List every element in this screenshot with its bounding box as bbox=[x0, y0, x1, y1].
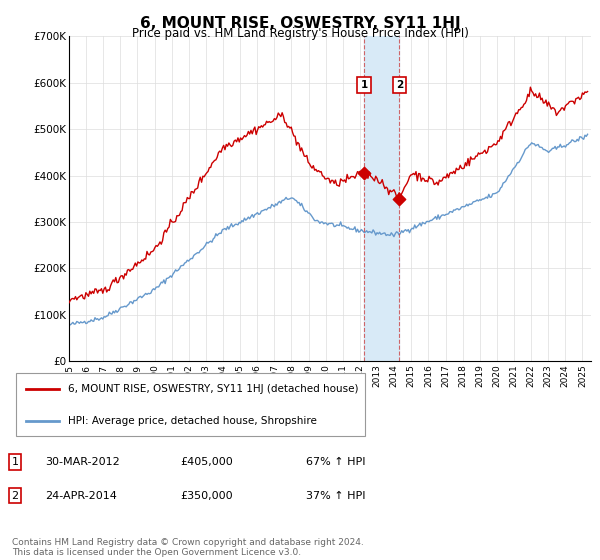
Text: 1: 1 bbox=[11, 457, 19, 467]
Text: 67% ↑ HPI: 67% ↑ HPI bbox=[306, 457, 365, 467]
Text: 2: 2 bbox=[11, 491, 19, 501]
Text: HPI: Average price, detached house, Shropshire: HPI: Average price, detached house, Shro… bbox=[68, 416, 317, 426]
Text: 24-APR-2014: 24-APR-2014 bbox=[45, 491, 117, 501]
Point bbox=[395, 194, 404, 203]
Text: £405,000: £405,000 bbox=[180, 457, 233, 467]
Text: 30-MAR-2012: 30-MAR-2012 bbox=[45, 457, 120, 467]
Text: 6, MOUNT RISE, OSWESTRY, SY11 1HJ: 6, MOUNT RISE, OSWESTRY, SY11 1HJ bbox=[140, 16, 460, 31]
Text: 2: 2 bbox=[395, 80, 403, 90]
Text: Contains HM Land Registry data © Crown copyright and database right 2024.
This d: Contains HM Land Registry data © Crown c… bbox=[12, 538, 364, 557]
FancyBboxPatch shape bbox=[16, 373, 365, 436]
Point bbox=[359, 169, 369, 178]
Text: Price paid vs. HM Land Registry's House Price Index (HPI): Price paid vs. HM Land Registry's House … bbox=[131, 27, 469, 40]
Text: 1: 1 bbox=[361, 80, 368, 90]
Text: £350,000: £350,000 bbox=[180, 491, 233, 501]
Text: 6, MOUNT RISE, OSWESTRY, SY11 1HJ (detached house): 6, MOUNT RISE, OSWESTRY, SY11 1HJ (detac… bbox=[68, 384, 358, 394]
Text: 37% ↑ HPI: 37% ↑ HPI bbox=[306, 491, 365, 501]
